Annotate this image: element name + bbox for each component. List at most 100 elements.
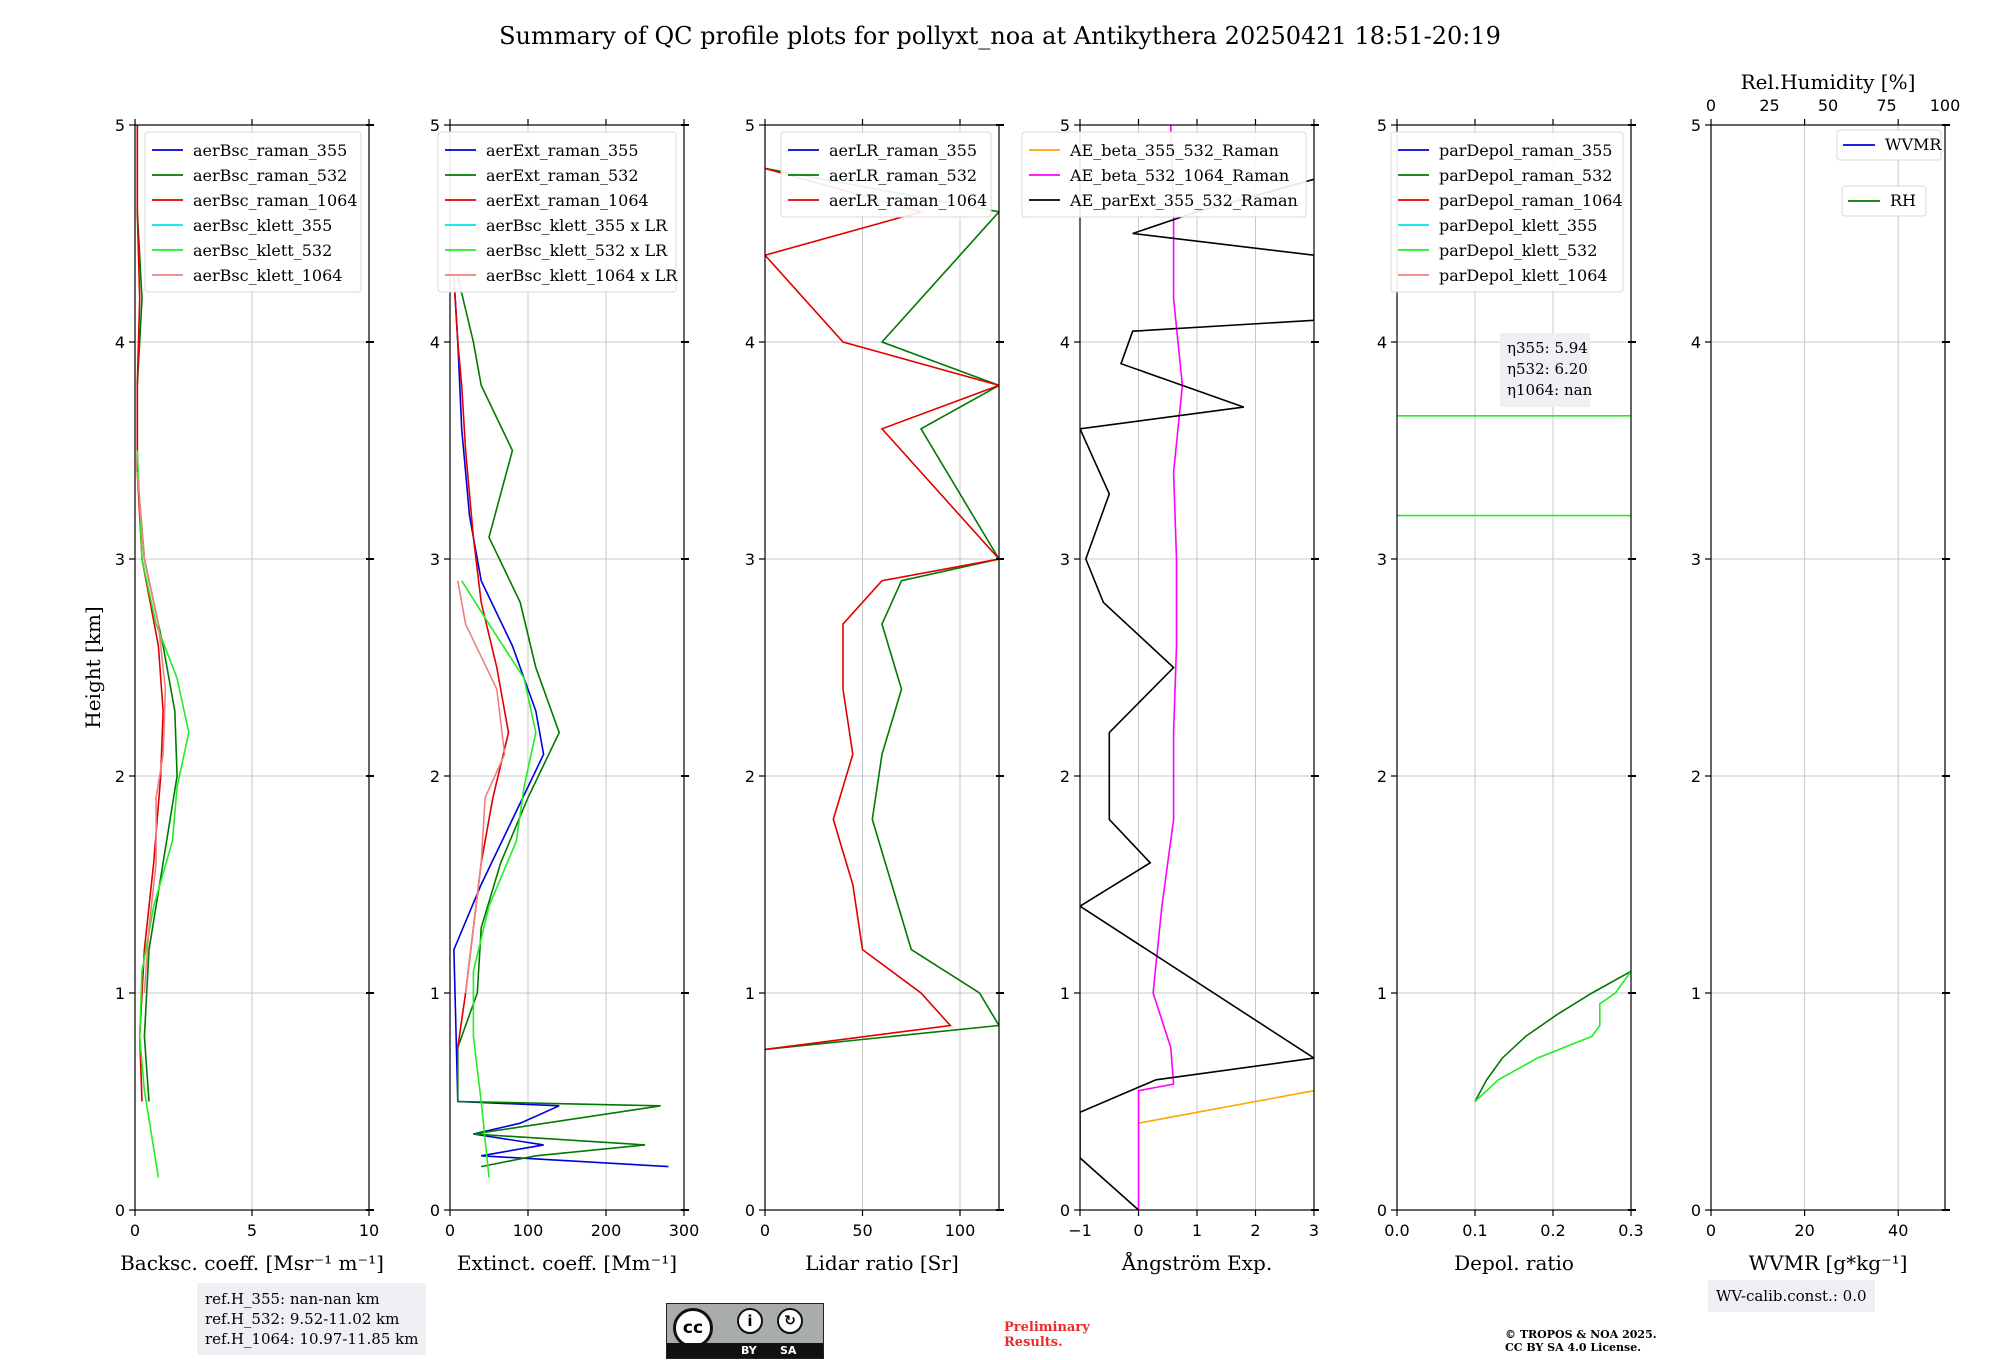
y-tick-label: 3 <box>1060 550 1070 569</box>
annotation-line: η355: 5.94 <box>1507 339 1588 357</box>
legend-box <box>1836 129 1942 161</box>
panel-depol: 0.0 0.1 0.2 0.3 0 1 2 3 4 5 Depol. ratio parDepol_r… <box>1377 116 1644 1275</box>
y-tick-label: 4 <box>430 333 440 352</box>
x-tick-label: 1 <box>1192 1221 1202 1240</box>
legend-box <box>1390 131 1624 293</box>
series-line-aerBsc_klett_532 x LR <box>461 580 537 1178</box>
series-line-aerBsc_raman_1064 <box>136 125 164 1102</box>
preliminary-line-2: Results. <box>1004 1335 1063 1350</box>
x-tick-label: 0 <box>760 1221 770 1240</box>
legend-entry: WVMR <box>1836 129 1942 161</box>
series-line-AE_beta_355_532_Raman <box>1138 1089 1314 1124</box>
axes-frame <box>449 124 685 1211</box>
y-tick-label: 2 <box>1377 767 1387 786</box>
y-tick-label: 0 <box>115 1201 125 1220</box>
legend-label: aerBsc_klett_1064 <box>193 266 342 285</box>
legend-label: aerLR_raman_1064 <box>829 191 987 210</box>
preliminary-note: Preliminary Results. <box>1004 1320 1090 1350</box>
x-tick-label: −1 <box>1068 1221 1092 1240</box>
copyright-note: © TROPOS & NOA 2025. CC BY SA 4.0 Licens… <box>1505 1328 1657 1354</box>
series-group <box>1397 414 1631 1103</box>
legend-entry: RH <box>1841 185 1927 217</box>
top-x-tick-label: 50 <box>1818 96 1838 115</box>
y-tick-label: 3 <box>745 550 755 569</box>
legend-label: parDepol_klett_532 <box>1439 241 1597 260</box>
y-tick-label: 0 <box>745 1201 755 1220</box>
y-tick-label: 3 <box>430 550 440 569</box>
series-group <box>765 167 999 1051</box>
legend-label: aerBsc_klett_355 x LR <box>486 216 668 235</box>
legend-box <box>437 131 677 293</box>
x-tick-label: 200 <box>591 1221 622 1240</box>
y-tick-label: 3 <box>115 550 125 569</box>
legend-label: aerBsc_raman_355 <box>193 141 347 160</box>
x-tick-label: 0.2 <box>1540 1221 1565 1240</box>
x-tick-label: 0 <box>1706 1221 1716 1240</box>
y-tick-label: 2 <box>115 767 125 786</box>
copyright-line-2: CC BY SA 4.0 License. <box>1505 1341 1642 1354</box>
series-line-aerBsc_raman_532 <box>136 125 178 1102</box>
share-alike-icon: ↻ <box>777 1308 803 1334</box>
cc-icon: cc <box>673 1308 713 1348</box>
y-tick-label: 0 <box>1691 1201 1701 1220</box>
x-tick-label: 0.3 <box>1618 1221 1643 1240</box>
legend-label: aerExt_raman_355 <box>486 141 639 160</box>
x-tick-label: 50 <box>852 1221 872 1240</box>
x-tick-label: 0 <box>445 1221 455 1240</box>
y-tick-label: 1 <box>430 984 440 1003</box>
ref-h-355: ref.H_355: nan-nan km <box>205 1290 380 1308</box>
legend-label: aerBsc_klett_532 <box>193 241 332 260</box>
panel-backscatter: 0 5 10 0 1 2 3 4 5 Backsc. coeff. [Msr⁻¹ m⁻¹] Heig… <box>81 116 384 1275</box>
legend-label: aerExt_raman_1064 <box>486 191 649 210</box>
wv-calib-text: WV-calib.const.: 0.0 <box>1716 1287 1867 1305</box>
legend-label: WVMR <box>1885 135 1942 154</box>
x-tick-label: 0.0 <box>1384 1221 1409 1240</box>
y-tick-label: 5 <box>115 116 125 135</box>
legend-label: aerBsc_raman_532 <box>193 166 347 185</box>
axes-frame <box>764 124 1000 1211</box>
series-line-parDepol_klett_532 <box>1474 970 1631 1103</box>
legend-label: AE_beta_532_1064_Raman <box>1069 166 1289 185</box>
x-tick-label: 0 <box>1133 1221 1143 1240</box>
legend: aerLR_raman_355 aerLR_raman_532 aerLR_rama… <box>780 131 992 218</box>
annotation-line: η1064: nan <box>1507 381 1593 399</box>
x-tick-label: 5 <box>247 1221 257 1240</box>
reference-height-box: ref.H_355: nan-nan km ref.H_532: 9.52-11… <box>197 1283 427 1355</box>
x-tick-label: 0 <box>130 1221 140 1240</box>
y-tick-label: 5 <box>1691 116 1701 135</box>
series-line-AE_parExt_355_532_Raman <box>1080 178 1314 1210</box>
legend-box <box>1841 185 1927 217</box>
legend-label: parDepol_klett_355 <box>1439 216 1597 235</box>
series-line-aerBsc_klett_1064 x LR <box>457 580 506 994</box>
y-tick-label: 1 <box>1691 984 1701 1003</box>
y-tick-label: 4 <box>1691 333 1701 352</box>
top-x-tick-label: 75 <box>1876 96 1896 115</box>
legend: aerExt_raman_355 aerExt_raman_532 aerExt_r… <box>437 131 678 293</box>
series-group <box>453 276 669 1178</box>
y-tick-label: 1 <box>1060 984 1070 1003</box>
eta-annotation: η355: 5.94 η532: 6.20 η1064: nan <box>1500 333 1593 407</box>
x-tick-label: 3 <box>1309 1221 1319 1240</box>
x-tick-label: 100 <box>513 1221 544 1240</box>
y-tick-label: 0 <box>430 1201 440 1220</box>
y-tick-label: 2 <box>1691 767 1701 786</box>
ref-h-1064: ref.H_1064: 10.97-11.85 km <box>205 1330 419 1348</box>
y-tick-label: 0 <box>1060 1201 1070 1220</box>
top-x-tick-label: 0 <box>1706 96 1716 115</box>
series-line-aerExt_raman_355 <box>453 276 669 1168</box>
y-tick-label: 5 <box>1377 116 1387 135</box>
y-tick-label: 0 <box>1377 1201 1387 1220</box>
legend-label: parDepol_klett_1064 <box>1439 266 1608 285</box>
annotation-line: η532: 6.20 <box>1507 360 1588 378</box>
top-x-tick-label: 100 <box>1930 96 1961 115</box>
y-tick-label: 2 <box>1060 767 1070 786</box>
y-tick-label: 5 <box>1060 116 1070 135</box>
x-axis-label: WVMR [g*kg⁻¹] <box>1749 1251 1908 1275</box>
y-tick-label: 5 <box>430 116 440 135</box>
legend-label: aerBsc_klett_532 x LR <box>486 241 668 260</box>
axes-frame <box>1710 124 1946 1211</box>
legend: aerBsc_raman_355 aerBsc_raman_532 aerBsc_r… <box>144 131 362 293</box>
x-tick-label: 10 <box>359 1221 379 1240</box>
series-line-AE_beta_532_1064_Raman <box>1137 125 1184 1210</box>
y-tick-label: 4 <box>115 333 125 352</box>
